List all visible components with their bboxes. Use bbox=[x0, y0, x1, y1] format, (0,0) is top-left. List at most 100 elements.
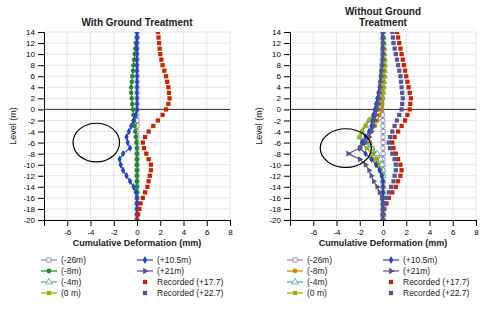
tick-mark bbox=[38, 54, 44, 55]
grid-line bbox=[476, 32, 477, 220]
tick: 6 bbox=[205, 220, 210, 237]
tick-label: 2 bbox=[159, 228, 164, 237]
legend-marker bbox=[389, 256, 394, 264]
tick-label: -16 bbox=[269, 194, 281, 203]
x-axis: -6-4-202468 bbox=[45, 220, 234, 237]
tick: 2 bbox=[277, 94, 290, 103]
annotation-circle bbox=[320, 129, 371, 168]
tick: -2 bbox=[357, 220, 365, 237]
series bbox=[357, 32, 388, 220]
tick-label: 14 bbox=[272, 28, 281, 37]
legend-marker bbox=[143, 291, 147, 295]
tick-label: -14 bbox=[269, 183, 281, 192]
data-point bbox=[391, 179, 395, 183]
data-point bbox=[381, 130, 385, 134]
data-point bbox=[393, 124, 397, 128]
tick-label: -6 bbox=[310, 228, 318, 237]
tick-label: 8 bbox=[228, 228, 233, 237]
data-point bbox=[373, 117, 378, 123]
data-point bbox=[156, 35, 160, 39]
data-point bbox=[383, 201, 387, 205]
legend-item: (+21m) bbox=[383, 266, 430, 276]
title-line: Without Ground bbox=[345, 6, 421, 17]
legend-marker bbox=[389, 268, 395, 274]
tick-label: 0 bbox=[277, 105, 282, 114]
data-point bbox=[372, 123, 377, 129]
data-point bbox=[405, 113, 409, 117]
tick: 6 bbox=[31, 72, 44, 81]
data-point bbox=[391, 41, 395, 45]
tick-mark bbox=[38, 120, 44, 121]
legend-label: (-8m) bbox=[61, 266, 81, 276]
legend-label: (-26m) bbox=[61, 255, 86, 265]
legend-label: (-4m) bbox=[61, 277, 81, 287]
data-point bbox=[358, 145, 363, 151]
data-point bbox=[134, 111, 138, 118]
tick: -8 bbox=[28, 150, 44, 159]
data-point bbox=[130, 80, 135, 85]
data-point bbox=[397, 41, 401, 45]
legend-marker bbox=[47, 258, 51, 262]
tick-mark bbox=[38, 220, 44, 221]
data-point bbox=[130, 102, 135, 107]
data-point bbox=[377, 101, 382, 107]
data-point bbox=[135, 168, 140, 173]
data-point bbox=[393, 174, 397, 178]
tick: -6 bbox=[274, 139, 290, 148]
series bbox=[117, 32, 139, 220]
tick-label: -14 bbox=[23, 183, 35, 192]
data-point bbox=[167, 96, 171, 100]
tick-label: -10 bbox=[269, 161, 281, 170]
data-point bbox=[151, 124, 155, 128]
tick-label: -6 bbox=[274, 139, 282, 148]
data-point bbox=[157, 41, 161, 45]
legend-label: (-8m) bbox=[307, 266, 327, 276]
tick-mark bbox=[38, 154, 44, 155]
grid-line bbox=[113, 32, 114, 220]
panel: -6-4-20246814121086420-2-4-6-8-10-12-14-… bbox=[8, 17, 233, 298]
legend-marker bbox=[389, 280, 393, 284]
tick: 2 bbox=[159, 220, 164, 237]
data-point bbox=[398, 174, 402, 178]
tick: -2 bbox=[28, 117, 44, 126]
data-point bbox=[167, 91, 171, 95]
data-point bbox=[166, 102, 170, 106]
data-point bbox=[381, 212, 385, 216]
data-point bbox=[394, 168, 398, 172]
data-point bbox=[397, 69, 401, 73]
data-point bbox=[358, 135, 362, 139]
data-point bbox=[396, 63, 400, 67]
data-point bbox=[164, 74, 168, 78]
data-point bbox=[159, 58, 163, 62]
data-point bbox=[160, 63, 164, 67]
tick: 10 bbox=[26, 50, 44, 59]
tick-label: 6 bbox=[31, 72, 36, 81]
data-point bbox=[373, 124, 378, 129]
data-point bbox=[375, 184, 380, 190]
tick: -14 bbox=[23, 183, 44, 192]
data-point bbox=[370, 173, 375, 179]
data-point bbox=[384, 196, 388, 200]
series bbox=[129, 32, 139, 220]
series-line bbox=[360, 32, 385, 220]
series bbox=[367, 32, 387, 220]
tick-label: 0 bbox=[135, 228, 140, 237]
tick-mark bbox=[38, 176, 44, 177]
tick-mark bbox=[38, 187, 44, 188]
data-point bbox=[164, 107, 168, 111]
grid-line bbox=[429, 32, 430, 220]
data-point bbox=[162, 69, 166, 73]
legend-marker bbox=[292, 278, 298, 284]
grid bbox=[44, 32, 230, 220]
legend-marker bbox=[293, 269, 298, 274]
data-point bbox=[121, 150, 125, 157]
data-point bbox=[388, 146, 392, 150]
annotation-circle bbox=[73, 123, 120, 162]
series bbox=[381, 32, 405, 220]
x-axis-title: Cumulative Deformation (mm) bbox=[73, 238, 202, 248]
tick-mark bbox=[38, 65, 44, 66]
tick: -16 bbox=[269, 194, 290, 203]
legend-item: (0 m) bbox=[41, 288, 81, 298]
tick: -10 bbox=[23, 161, 44, 170]
legend-item: (+10.5m) bbox=[383, 255, 437, 265]
